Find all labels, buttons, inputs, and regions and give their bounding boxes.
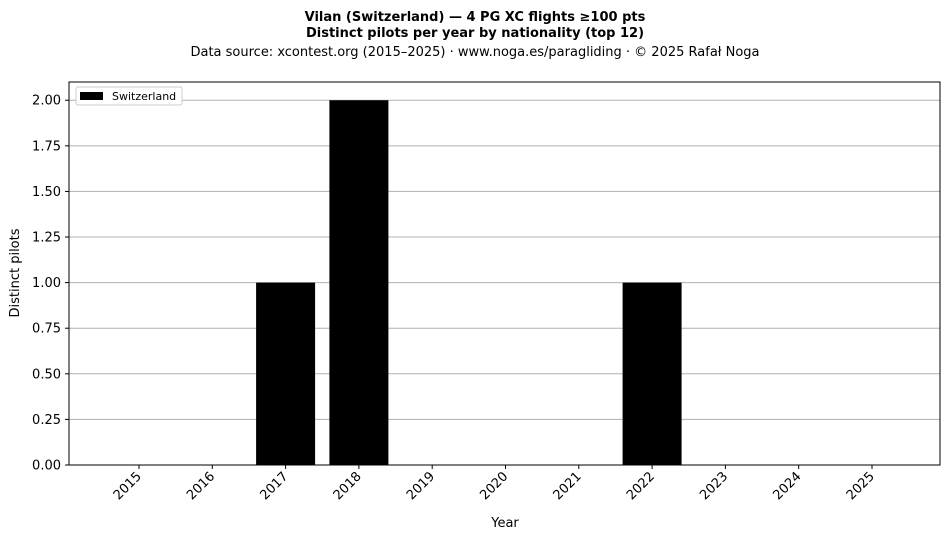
bar-2018 [329,100,389,465]
chart-title-line1: Vilan (Switzerland) — 4 PG XC flights ≥1… [305,10,646,25]
x-tick-label: 2025 [844,469,878,503]
grid-lines [69,99,940,420]
bar-2022 [622,282,682,465]
legend-box [75,86,183,106]
y-axis-label: Distinct pilots [8,228,23,317]
x-tick-label: 2022 [624,469,658,503]
y-tick-label: 0.25 [32,413,61,428]
legend-swatch [80,92,103,100]
bar-2017 [256,282,316,465]
y-tick-label: 0.50 [32,367,61,382]
y-tick-label: 0.00 [32,459,61,474]
x-tick-label: 2021 [551,469,585,503]
x-tick-label: 2019 [404,469,438,503]
y-tick-label: 1.25 [32,231,61,246]
x-tick-label: 2023 [697,469,731,503]
y-tick-label: 2.00 [32,94,61,109]
chart-subtitle: Data source: xcontest.org (2015–2025) · … [190,45,759,60]
y-tick-label: 1.50 [32,185,61,200]
x-tick-label: 2024 [771,469,805,503]
x-axis-label: Year [490,516,519,531]
chart-title-line2: Distinct pilots per year by nationality … [306,26,644,41]
x-tick-label: 2016 [184,469,218,503]
y-axis-ticks: 0.00 0.25 0.50 0.75 1.00 1.25 1.50 1.75 2.00 [32,94,69,474]
x-tick-label: 2017 [257,469,291,503]
x-axis-ticks: 2015 2016 2017 2018 2019 2020 2021 2022 2023 2024… [111,465,878,503]
legend-label-switzerland: Switzerland [112,90,176,103]
plot-frame [68,81,941,466]
y-tick-label: 1.75 [32,139,61,154]
y-tick-label: 1.00 [32,276,61,291]
y-tick-label: 0.75 [32,322,61,337]
bars [256,100,682,465]
x-tick-label: 2015 [111,469,145,503]
x-tick-label: 2020 [477,469,511,503]
legend: Switzerland [75,86,183,106]
x-tick-label: 2018 [331,469,365,503]
